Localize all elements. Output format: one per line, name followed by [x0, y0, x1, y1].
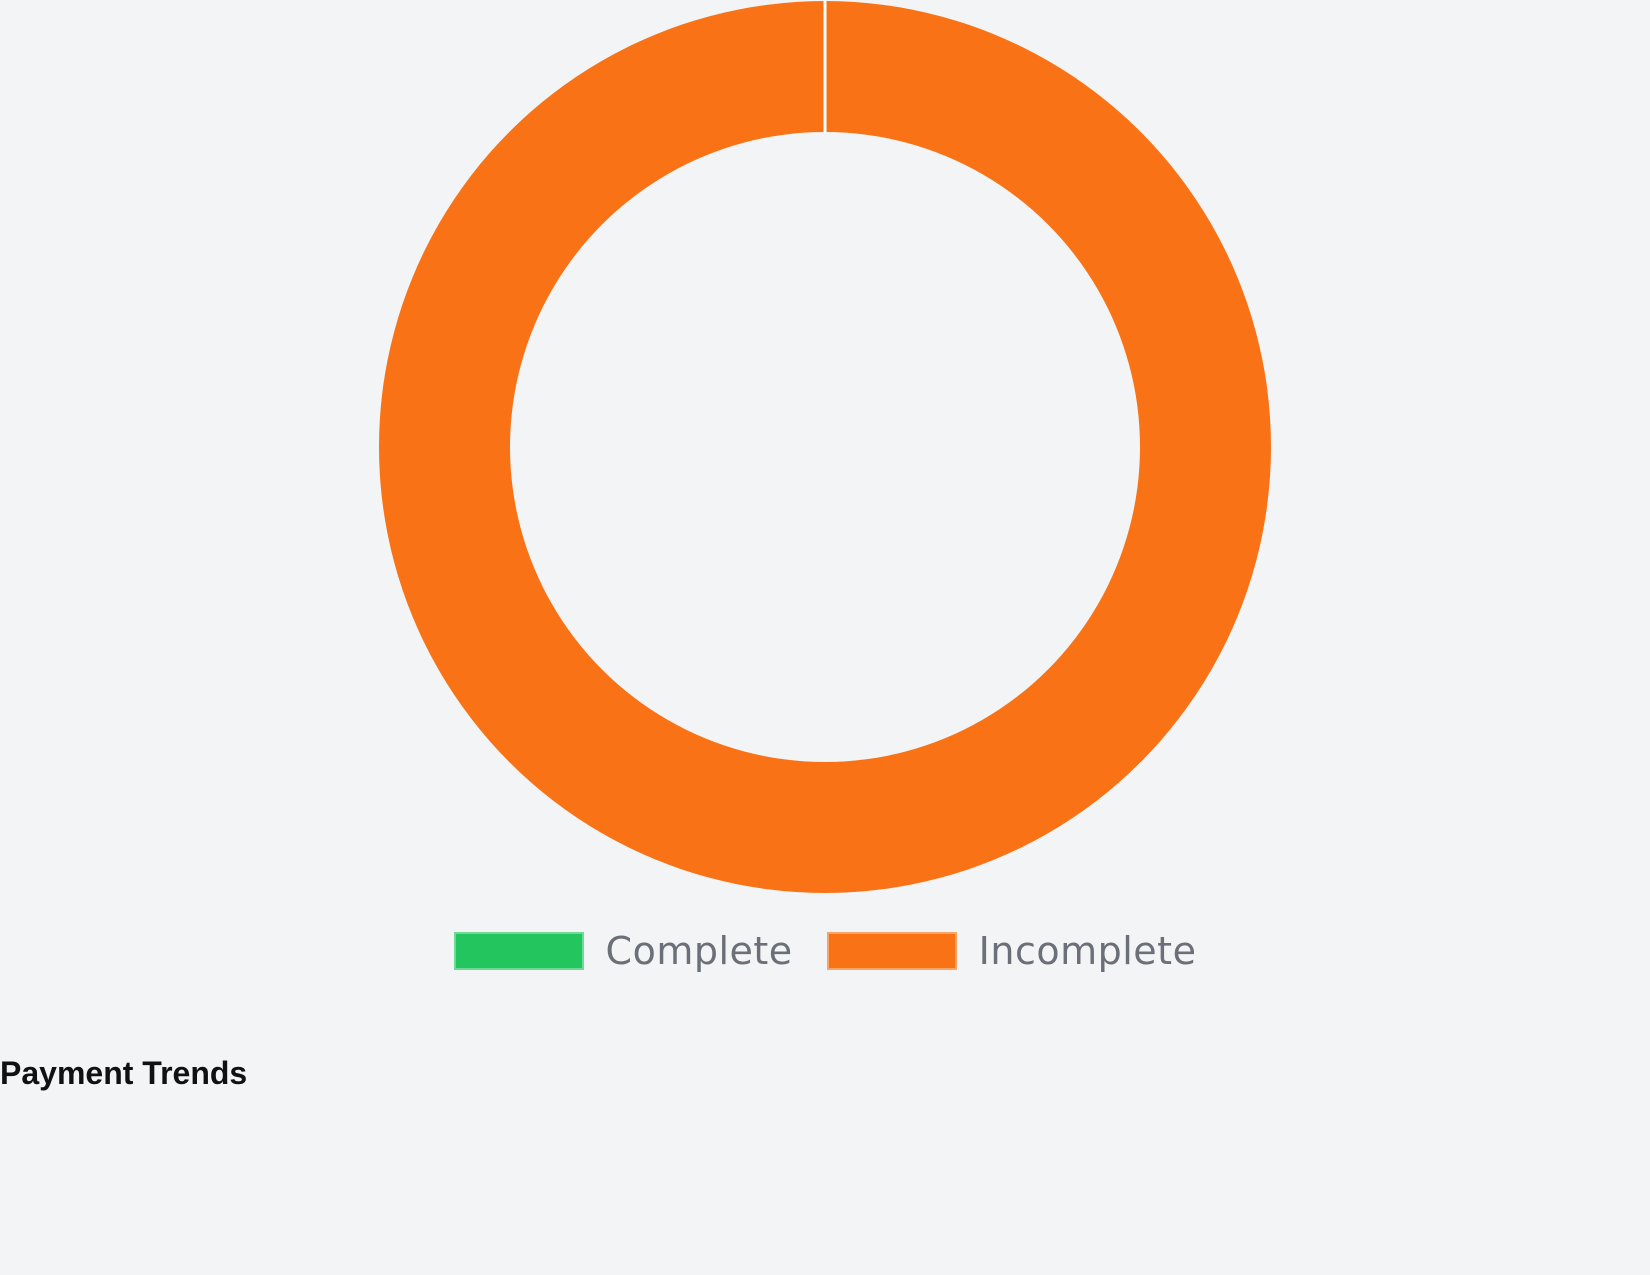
status-doughnut-chart — [378, 0, 1271, 893]
legend-item-complete[interactable]: Complete — [453, 929, 793, 973]
legend-item-incomplete[interactable]: Incomplete — [826, 929, 1197, 973]
doughnut-slice-incomplete[interactable] — [378, 1, 1271, 893]
legend-label-incomplete: Incomplete — [978, 929, 1197, 973]
legend-label-complete: Complete — [605, 929, 793, 973]
legend-swatch-complete — [453, 932, 584, 970]
chart-legend: Complete Incomplete — [0, 926, 1650, 976]
doughnut-svg — [378, 0, 1271, 893]
section-title: Payment Trends — [0, 1055, 248, 1091]
legend-swatch-incomplete — [826, 932, 957, 970]
